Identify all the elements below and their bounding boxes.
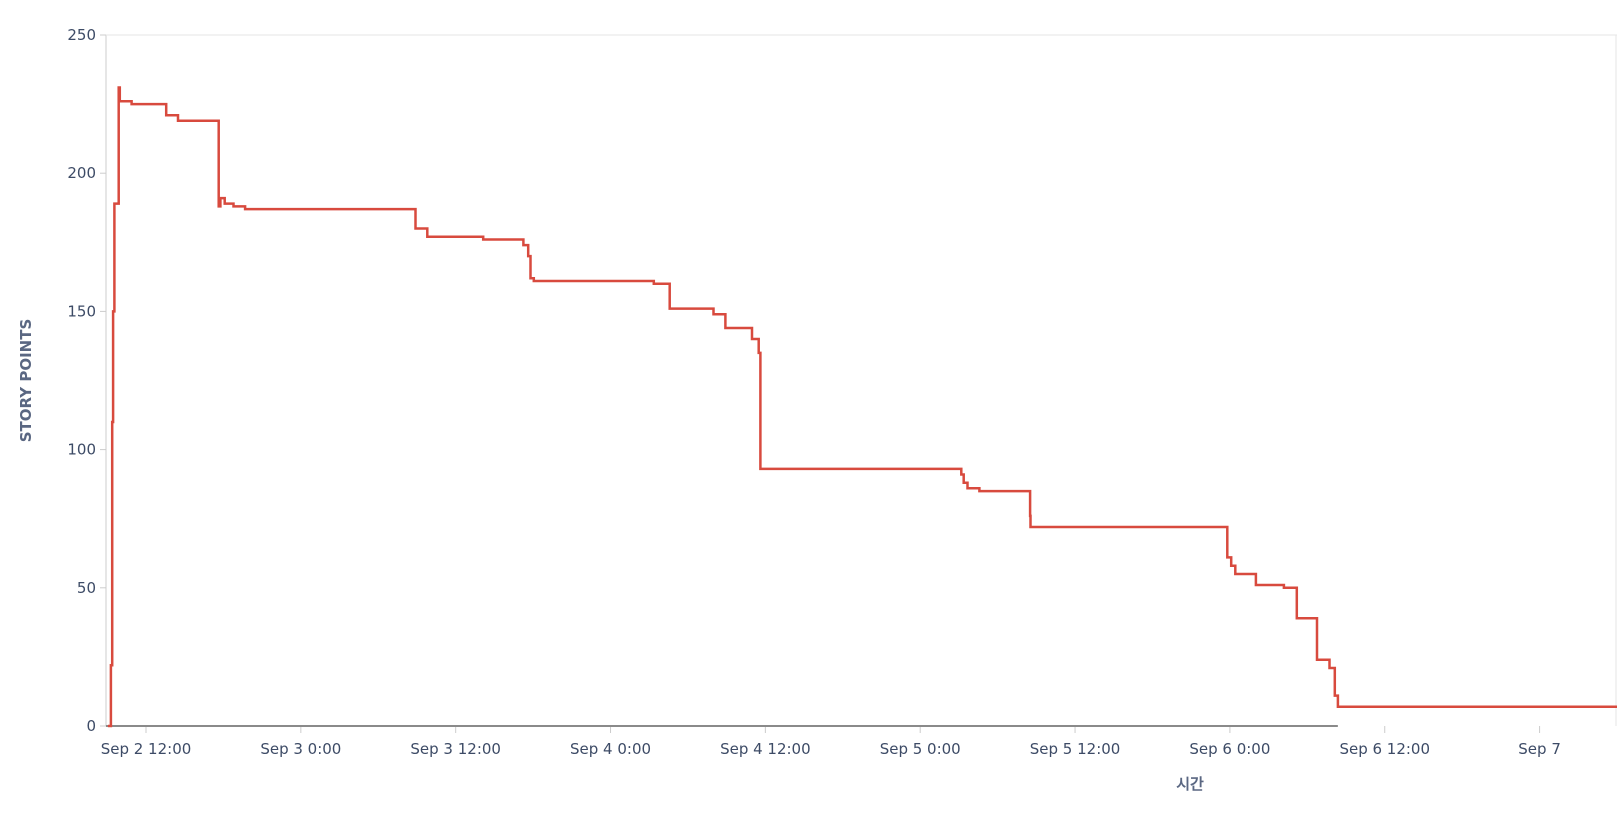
x-tick-label: Sep 4 0:00 xyxy=(570,740,651,758)
y-tick-label: 200 xyxy=(67,164,96,182)
y-axis-ticks: 0 50 100 150 200 250 xyxy=(67,26,106,735)
x-tick-label: Sep 7 xyxy=(1518,740,1561,758)
x-tick-label: Sep 4 12:00 xyxy=(720,740,811,758)
y-tick-label: 0 xyxy=(86,717,96,735)
y-tick-label: 150 xyxy=(67,302,96,320)
y-tick-label: 250 xyxy=(67,26,96,44)
x-tick-label: Sep 5 12:00 xyxy=(1030,740,1121,758)
x-axis-title: 시간 xyxy=(1176,775,1204,793)
x-tick-label: Sep 6 12:00 xyxy=(1339,740,1430,758)
y-tick-label: 50 xyxy=(77,579,96,597)
x-tick-label: Sep 6 0:00 xyxy=(1189,740,1270,758)
x-tick-label: Sep 5 0:00 xyxy=(880,740,961,758)
y-tick-label: 100 xyxy=(67,441,96,459)
series-line-story-points xyxy=(107,86,1617,728)
y-axis-title: STORY POINTS xyxy=(17,319,35,443)
x-tick-label: Sep 2 12:00 xyxy=(101,740,192,758)
x-axis-ticks: Sep 2 12:00 Sep 3 0:00 Sep 3 12:00 Sep 4 0:… xyxy=(101,726,1561,758)
x-tick-label: Sep 3 0:00 xyxy=(260,740,341,758)
x-tick-label: Sep 3 12:00 xyxy=(410,740,501,758)
